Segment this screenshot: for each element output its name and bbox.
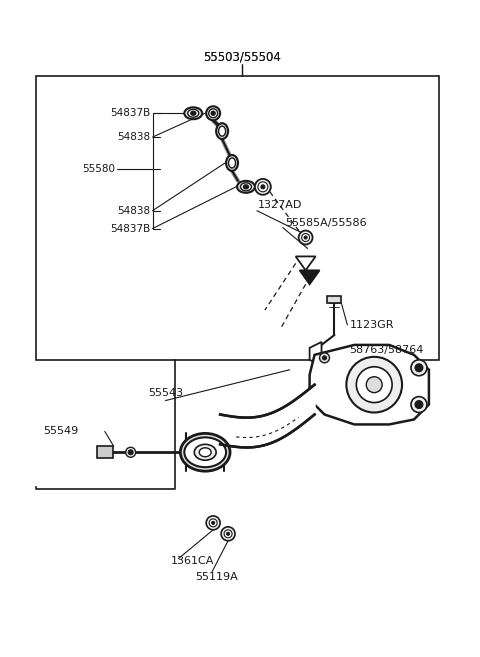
Ellipse shape (191, 111, 196, 115)
Bar (327, 296, 341, 303)
Circle shape (411, 360, 427, 376)
Polygon shape (296, 256, 315, 270)
Bar (36, 76, 439, 360)
Text: 1123GR: 1123GR (349, 320, 394, 330)
Ellipse shape (188, 109, 199, 117)
Circle shape (356, 367, 392, 403)
Circle shape (415, 401, 423, 409)
Circle shape (126, 447, 136, 457)
Circle shape (304, 236, 307, 239)
Text: 54837B: 54837B (110, 223, 151, 234)
Text: 55543: 55543 (148, 388, 184, 397)
Circle shape (411, 397, 427, 413)
Ellipse shape (211, 111, 215, 115)
Circle shape (415, 364, 423, 372)
Ellipse shape (243, 185, 249, 189)
Text: 54838: 54838 (118, 132, 151, 142)
Text: 55585A/55586: 55585A/55586 (285, 217, 366, 227)
Ellipse shape (199, 448, 211, 457)
Ellipse shape (184, 107, 202, 119)
Circle shape (301, 233, 310, 242)
Polygon shape (300, 270, 320, 284)
Text: 1361CA: 1361CA (170, 556, 214, 566)
Circle shape (320, 353, 329, 363)
Circle shape (347, 357, 402, 413)
Circle shape (323, 356, 326, 360)
Ellipse shape (237, 181, 255, 193)
Circle shape (212, 522, 215, 524)
Circle shape (209, 519, 217, 527)
Text: 55119A: 55119A (195, 572, 238, 581)
Text: 1327AD: 1327AD (258, 200, 302, 210)
Text: 55503/55504: 55503/55504 (203, 50, 281, 63)
Ellipse shape (218, 126, 226, 136)
Ellipse shape (226, 155, 238, 171)
Circle shape (221, 527, 235, 541)
Ellipse shape (209, 109, 217, 118)
Circle shape (255, 179, 271, 194)
Text: 55580: 55580 (82, 164, 115, 174)
Polygon shape (310, 345, 429, 424)
Circle shape (261, 185, 265, 189)
Circle shape (227, 532, 229, 535)
Ellipse shape (180, 434, 230, 471)
Polygon shape (97, 446, 113, 458)
Ellipse shape (228, 158, 236, 168)
Circle shape (299, 231, 312, 244)
Text: 58763/58764: 58763/58764 (349, 345, 424, 355)
Ellipse shape (184, 438, 226, 467)
Circle shape (206, 516, 220, 530)
Circle shape (224, 530, 232, 538)
Text: 55549: 55549 (43, 426, 78, 436)
Text: 54837B: 54837B (110, 108, 151, 118)
Text: 55503/55504: 55503/55504 (203, 50, 281, 63)
Text: 54838: 54838 (118, 206, 151, 215)
Circle shape (128, 450, 133, 455)
Circle shape (366, 376, 382, 393)
Ellipse shape (240, 183, 252, 191)
Circle shape (258, 182, 268, 192)
Ellipse shape (206, 106, 220, 120)
Ellipse shape (194, 444, 216, 461)
Polygon shape (310, 342, 322, 366)
Ellipse shape (216, 124, 228, 139)
